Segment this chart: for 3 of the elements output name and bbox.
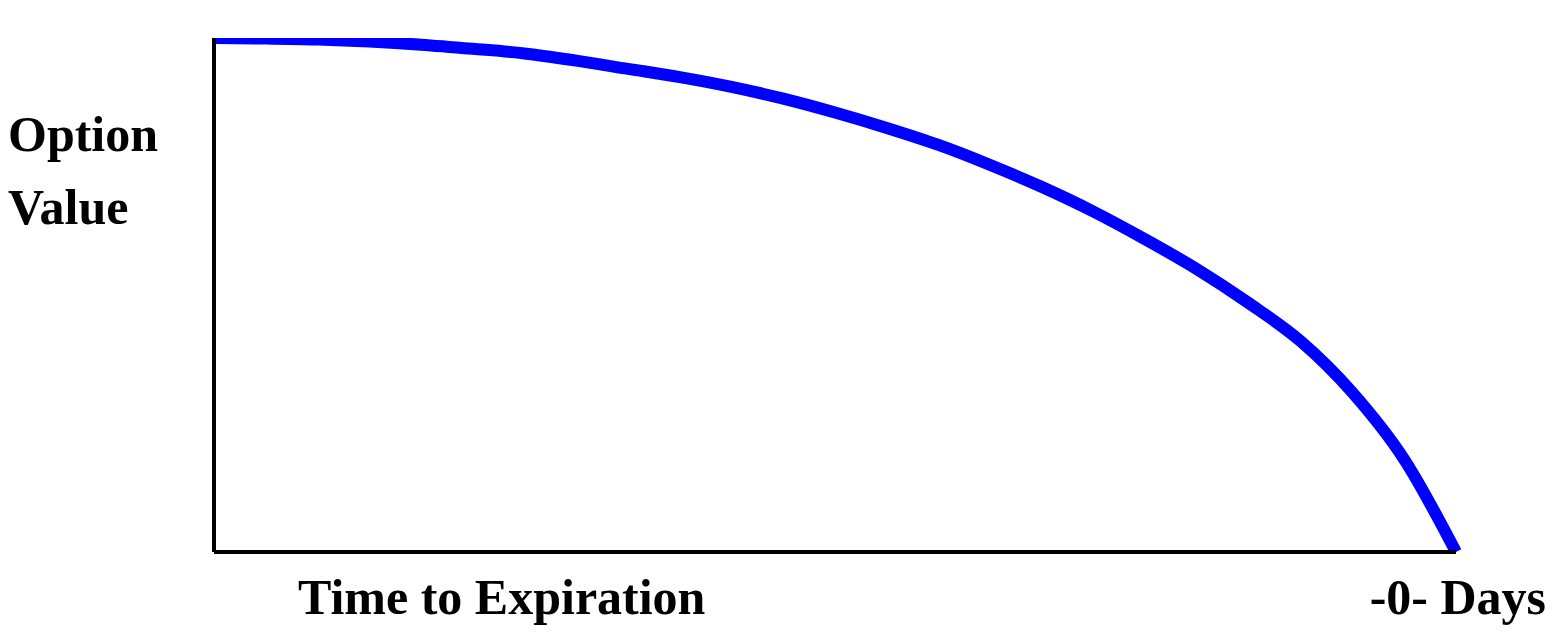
text: -0- Days: [1369, 568, 1546, 626]
x-axis-title: Time to Expiration: [298, 568, 706, 626]
y-axis-title: Option Value: [8, 105, 160, 237]
